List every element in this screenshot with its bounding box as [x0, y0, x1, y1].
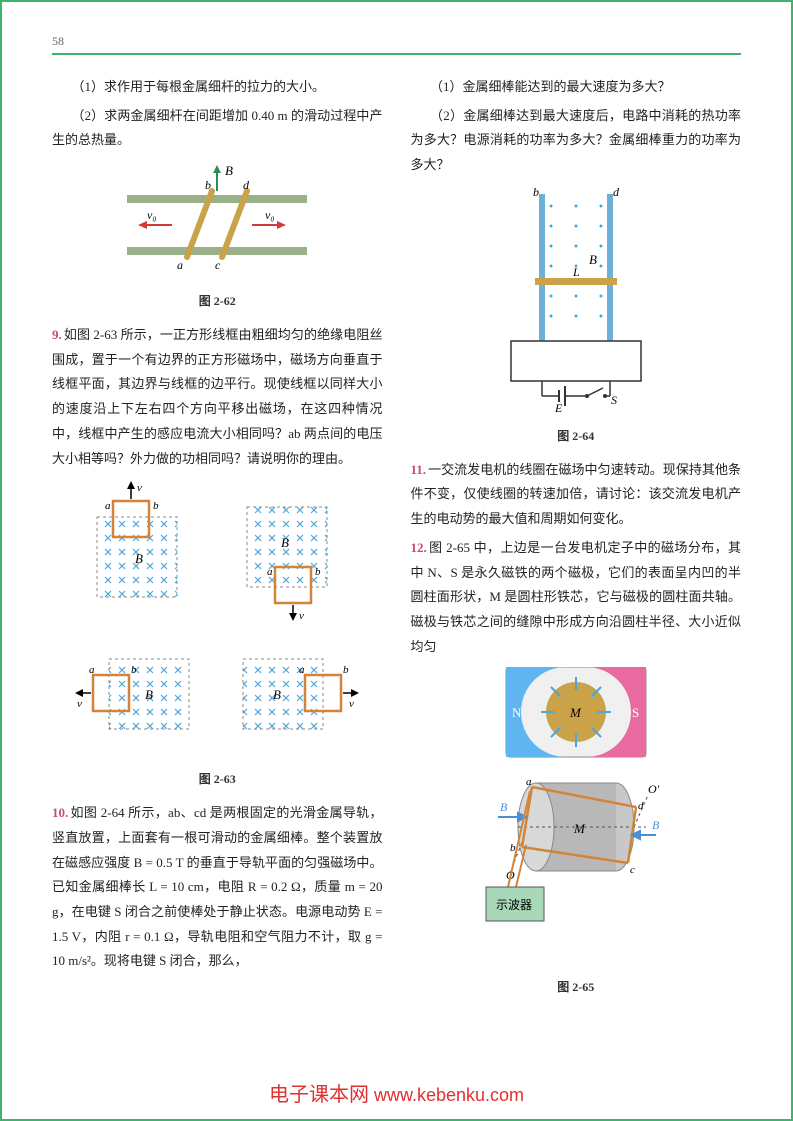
left-column: （1）求作用于每根金属细杆的拉力的大小。 （2）求两金属细杆在间距增加 0.40…	[52, 75, 383, 1009]
q10: 10.如图 2-64 所示，ab、cd 是两根固定的光滑金属导轨，竖直放置，上面…	[52, 801, 383, 974]
rail-bottom	[127, 247, 307, 255]
q12-number: 12.	[411, 540, 427, 555]
q10-number: 10.	[52, 805, 68, 820]
figure-2-63: B a b v B a b	[52, 479, 383, 764]
scope-label: 示波器	[496, 898, 532, 912]
figure-2-64: B L b d a c E	[411, 186, 742, 421]
svg-text:d: d	[243, 178, 250, 192]
svg-text:S: S	[632, 705, 639, 720]
rail-right	[607, 194, 613, 344]
q11-number: 11.	[411, 462, 427, 477]
svg-text:c: c	[215, 258, 221, 272]
svg-text:v: v	[299, 610, 304, 622]
rail-top	[127, 195, 307, 203]
sliding-bar	[535, 278, 617, 285]
svg-text:d: d	[638, 800, 644, 812]
svg-text:v: v	[137, 482, 142, 494]
svg-text:b: b	[343, 664, 349, 676]
svg-text:M: M	[569, 705, 582, 720]
svg-text:a: a	[177, 258, 183, 272]
top-rule	[52, 53, 741, 55]
svg-text:O': O'	[648, 782, 660, 796]
page-number: 58	[52, 34, 741, 49]
watermark-text: 电子课本网	[269, 1084, 369, 1106]
svg-text:a: a	[105, 500, 111, 512]
svg-text:B: B	[135, 551, 143, 566]
svg-text:B: B	[500, 800, 508, 814]
watermark: 电子课本网 www.kebenku.com	[2, 1078, 791, 1107]
label-v-right: v₀	[265, 208, 275, 222]
svg-text:S: S	[611, 393, 617, 407]
caption-2-64: 图 2-64	[411, 427, 742, 444]
svg-text:b: b	[153, 500, 159, 512]
svg-text:c: c	[630, 864, 635, 876]
svg-text:a: a	[89, 664, 95, 676]
svg-text:B: B	[145, 687, 153, 702]
svg-text:b: b	[131, 664, 137, 676]
q8-part2: （2）求两金属细杆在间距增加 0.40 m 的滑动过程中产生的总热量。	[52, 104, 383, 153]
figure-2-62: B v₀ v₀ b d a c	[52, 161, 383, 286]
svg-text:L: L	[572, 265, 580, 279]
svg-text:B: B	[652, 818, 660, 832]
svg-text:a: a	[526, 776, 532, 788]
right-column: （1）金属细棒能达到的最大速度为多大？ （2）金属细棒达到最大速度后，电路中消耗…	[411, 75, 742, 1009]
svg-text:a: a	[267, 566, 273, 578]
svg-text:M: M	[573, 821, 586, 836]
watermark-url: www.kebenku.com	[374, 1085, 524, 1105]
svg-text:B: B	[273, 687, 281, 702]
q9: 9.如图 2-63 所示，一正方形线框由粗细均匀的绝缘电阻丝围成，置于一个有边界…	[52, 323, 383, 471]
label-v-left: v₀	[147, 208, 157, 222]
caption-2-63: 图 2-63	[52, 770, 383, 787]
svg-text:b: b	[533, 186, 539, 199]
svg-text:b: b	[205, 178, 211, 192]
q10-part1: （1）金属细棒能达到的最大速度为多大？	[411, 75, 742, 100]
label-B: B	[225, 163, 233, 178]
base-block	[511, 341, 641, 381]
svg-text:B: B	[281, 535, 289, 550]
svg-text:b: b	[315, 566, 321, 578]
q8-part1: （1）求作用于每根金属细杆的拉力的大小。	[52, 75, 383, 100]
q10-part2: （2）金属细棒达到最大速度后，电路中消耗的热功率为多大？电源消耗的功率为多大？金…	[411, 104, 742, 178]
rail-left	[539, 194, 545, 344]
svg-text:E: E	[554, 401, 563, 415]
q12: 12.图 2-65 中，上边是一台发电机定子中的磁场分布，其中 N、S 是永久磁…	[411, 536, 742, 659]
svg-text:d: d	[613, 186, 620, 199]
svg-text:a: a	[299, 664, 305, 676]
caption-2-65: 图 2-65	[411, 978, 742, 995]
two-column-layout: （1）求作用于每根金属细杆的拉力的大小。 （2）求两金属细杆在间距增加 0.40…	[52, 75, 741, 1009]
svg-text:B: B	[589, 252, 597, 267]
q9-number: 9.	[52, 327, 62, 342]
svg-text:N: N	[512, 705, 522, 720]
svg-text:v: v	[349, 698, 354, 710]
q11: 11.一交流发电机的线圈在磁场中匀速转动。现保持其他条件不变，仅使线圈的转速加倍…	[411, 458, 742, 532]
svg-text:v: v	[77, 698, 82, 710]
figure-2-65: M N S M O'	[411, 667, 742, 972]
caption-2-62: 图 2-62	[52, 292, 383, 309]
